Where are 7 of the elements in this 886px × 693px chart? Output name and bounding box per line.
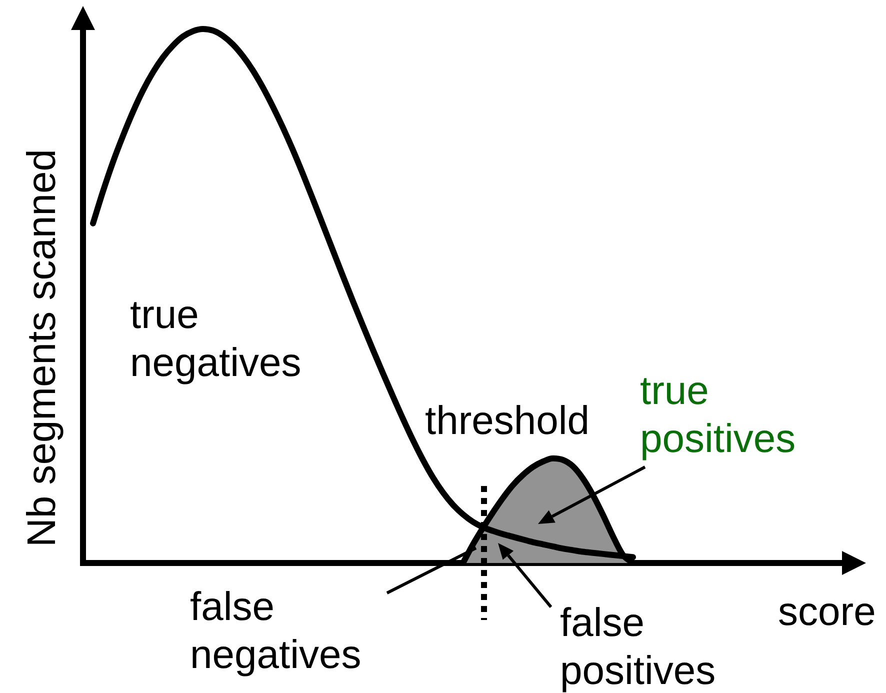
annotation: threshold	[425, 398, 591, 445]
x-axis-title: score	[778, 589, 876, 636]
annotation: true positives	[640, 368, 797, 463]
annotation: true negatives	[130, 292, 302, 387]
y-axis-title: Nb segments scanned	[19, 148, 65, 548]
text: false positives	[560, 600, 717, 693]
text: false negatives	[190, 584, 362, 679]
